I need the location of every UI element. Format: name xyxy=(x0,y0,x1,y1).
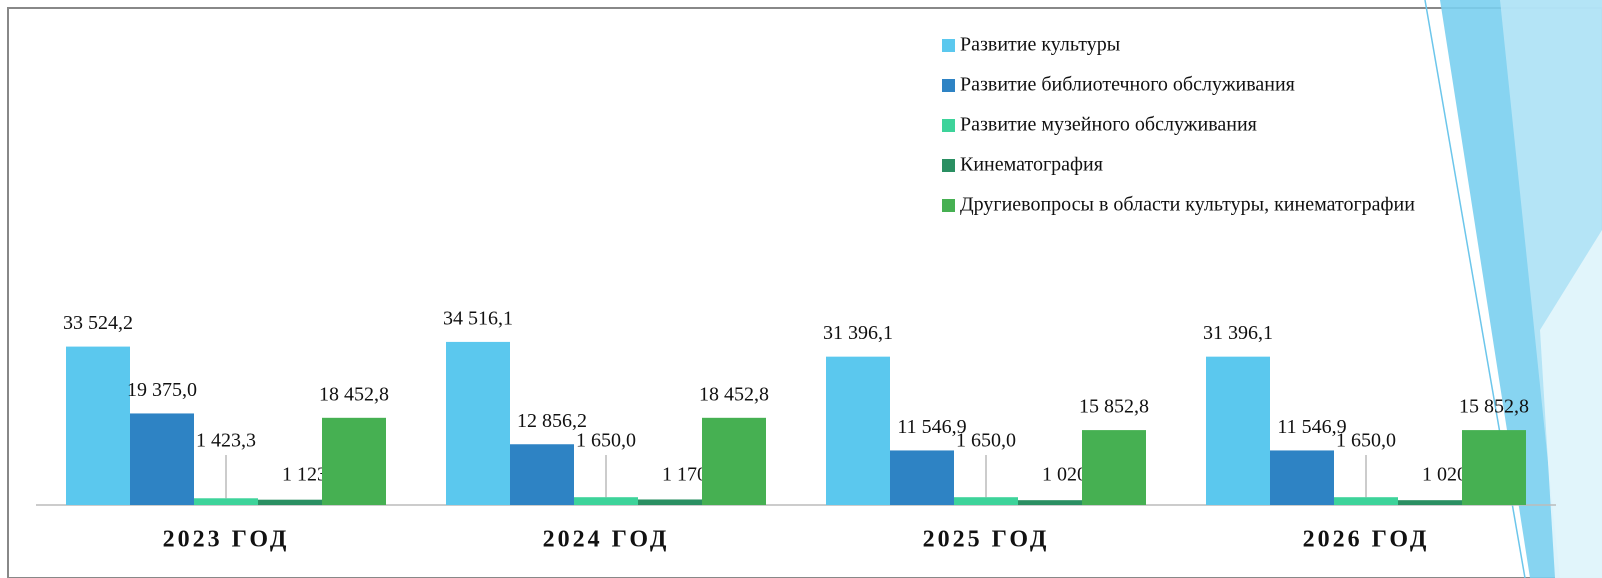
frame xyxy=(7,7,1602,578)
x-tick-label: 2025 ГОД xyxy=(923,527,1050,553)
bar xyxy=(574,497,638,505)
bar xyxy=(954,497,1018,505)
value-label: 31 396,1 xyxy=(823,322,893,344)
value-label: 33 524,2 xyxy=(63,312,133,334)
bar xyxy=(1018,500,1082,505)
legend-label: Развитие культуры xyxy=(960,34,1120,56)
legend-swatch xyxy=(942,119,955,132)
value-label: 11 546,9 xyxy=(1277,416,1346,438)
value-label: 1 650,0 xyxy=(956,430,1016,452)
legend-swatch xyxy=(942,79,955,92)
bar xyxy=(258,499,322,505)
value-label: 31 396,1 xyxy=(1203,322,1273,344)
bar xyxy=(638,499,702,505)
x-tick-label: 2024 ГОД xyxy=(543,527,670,553)
bar xyxy=(446,341,510,505)
bar xyxy=(322,417,386,505)
value-label: 18 452,8 xyxy=(319,383,389,405)
bar xyxy=(1334,497,1398,505)
value-label: 1 423,3 xyxy=(196,430,256,452)
value-label: 11 546,9 xyxy=(897,416,966,438)
legend-label: Развитие музейного обслуживания xyxy=(960,114,1257,136)
bar xyxy=(1082,430,1146,505)
legend-swatch xyxy=(942,159,955,172)
value-label: 19 375,0 xyxy=(127,379,197,401)
x-tick-label: 2023 ГОД xyxy=(163,527,290,553)
bar xyxy=(702,417,766,505)
bar xyxy=(66,346,130,505)
value-label: 18 452,8 xyxy=(699,383,769,405)
bar xyxy=(1270,450,1334,505)
value-label: 12 856,2 xyxy=(517,410,587,432)
legend-swatch xyxy=(942,39,955,52)
bar xyxy=(130,413,194,505)
legend-swatch xyxy=(942,199,955,212)
bar xyxy=(1398,500,1462,505)
bar xyxy=(510,444,574,505)
value-label: 1 650,0 xyxy=(576,430,636,452)
bar xyxy=(890,450,954,505)
value-label: 15 852,8 xyxy=(1459,396,1529,418)
value-label: 34 516,1 xyxy=(443,308,513,330)
bar xyxy=(826,356,890,505)
x-tick-label: 2026 ГОД xyxy=(1303,527,1430,553)
legend-label: Развитие библиотечного обслуживания xyxy=(960,74,1295,96)
value-label: 1 650,0 xyxy=(1336,430,1396,452)
value-label: 15 852,8 xyxy=(1079,396,1149,418)
bar xyxy=(194,498,258,505)
legend-label: Кинематография xyxy=(960,154,1103,176)
bar xyxy=(1462,430,1526,505)
bar xyxy=(1206,356,1270,505)
legend-label: Другиевопросы в области культуры, кинема… xyxy=(960,194,1415,216)
decoration xyxy=(1540,230,1602,578)
